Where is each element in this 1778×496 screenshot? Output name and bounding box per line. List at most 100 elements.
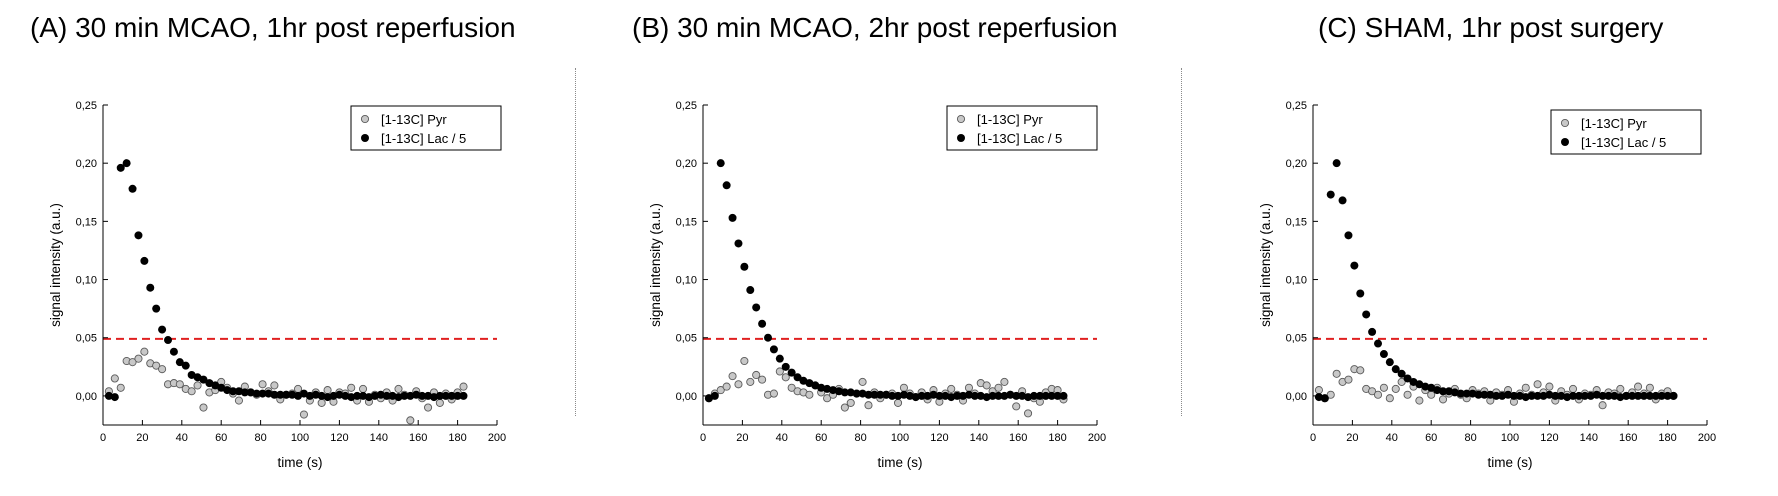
y-tick-label: 0,25 (76, 100, 97, 112)
pyr-data-point (406, 416, 415, 425)
x-tick-label: 120 (330, 432, 348, 444)
lac-data-point (1385, 358, 1394, 367)
y-tick-label: 0,10 (676, 275, 697, 287)
lac-data-point (1029, 391, 1038, 400)
y-tick-label: 0,15 (76, 216, 97, 228)
x-tick-label: 120 (1540, 432, 1558, 444)
pyr-data-point (128, 358, 137, 367)
legend-label: [1-13C] Lac / 5 (1581, 135, 1666, 150)
y-tick-label: 0,15 (676, 216, 697, 228)
pyr-data-point (175, 380, 184, 389)
y-tick-label: 0,10 (1286, 275, 1307, 287)
lac-data-point (199, 375, 208, 384)
lac-data-point (722, 181, 731, 190)
pyr-data-point (1616, 384, 1625, 393)
pyr-data-point (1568, 384, 1578, 393)
lac-data-point (953, 391, 962, 400)
lac-data-point (1492, 391, 1501, 400)
lac-data-point (382, 391, 391, 400)
pyr-data-point (152, 361, 161, 370)
pyr-data-point (769, 389, 778, 398)
lac-data-point (752, 303, 761, 312)
lac-data-point (1344, 231, 1353, 240)
pyr-data-point (805, 390, 814, 399)
lac-data-point (441, 391, 450, 400)
lac-data-point (1527, 391, 1536, 400)
pyr-data-point (258, 380, 267, 389)
pyr-data-point (187, 387, 196, 396)
lac-data-point (140, 256, 149, 265)
lac-data-point (758, 319, 767, 328)
lac-data-point (1012, 391, 1021, 400)
pyr-data-point (1368, 387, 1377, 396)
x-tick-label: 100 (891, 432, 909, 444)
x-tick-label: 60 (815, 432, 827, 444)
y-tick-label: 0,00 (676, 391, 697, 403)
x-tick-label: 200 (488, 432, 506, 444)
lac-data-point (276, 390, 285, 399)
pyr-data-point (716, 386, 725, 395)
legend-lac-marker (957, 134, 965, 142)
pyr-data-point (899, 383, 908, 392)
pyr-data-point (982, 381, 991, 390)
lac-data-point (134, 231, 143, 240)
lac-data-point (864, 390, 873, 399)
lac-data-point (840, 388, 849, 397)
lac-data-point (710, 391, 719, 400)
lac-data-point (164, 336, 173, 345)
x-tick-label: 20 (136, 432, 148, 444)
legend-pyr-marker (1560, 118, 1570, 128)
lac-data-point (435, 391, 444, 400)
lac-data-point (1480, 390, 1489, 399)
x-tick-label: 80 (854, 432, 866, 444)
lac-data-point (787, 368, 796, 377)
panel-divider (575, 68, 576, 416)
lac-data-point (1326, 190, 1335, 199)
lac-data-point (181, 361, 190, 370)
x-axis-label: time (s) (878, 455, 923, 470)
pyr-data-point (994, 383, 1003, 392)
lac-data-point (1574, 391, 1583, 400)
legend-lac-marker (361, 134, 369, 142)
x-tick-label: 180 (448, 432, 466, 444)
x-tick-label: 80 (1464, 432, 1476, 444)
panel-divider (1181, 68, 1182, 416)
legend-lac-marker (1561, 138, 1569, 146)
x-tick-label: 200 (1698, 432, 1716, 444)
x-tick-label: 100 (1501, 432, 1519, 444)
pyr-data-point (459, 382, 468, 391)
panel-b-title: (B) 30 min MCAO, 2hr post reperfusion (632, 12, 1118, 43)
pyr-data-point (734, 380, 743, 389)
lac-data-point (775, 354, 784, 363)
legend-pyr-marker (360, 114, 370, 124)
pyr-data-point (1521, 383, 1530, 392)
lac-data-point (146, 283, 155, 292)
lac-data-point (1604, 391, 1613, 400)
y-tick-label: 0,00 (76, 391, 97, 403)
panel-a-title: (A) 30 min MCAO, 1hr post reperfusion (30, 12, 516, 43)
pyr-data-point (840, 403, 849, 412)
pyr-data-point (110, 374, 119, 383)
y-tick-label: 0,10 (76, 275, 97, 287)
x-tick-label: 60 (1425, 432, 1437, 444)
y-tick-label: 0,05 (676, 333, 697, 345)
y-tick-label: 0,00 (1286, 391, 1307, 403)
lac-data-point (1474, 390, 1483, 399)
x-tick-label: 0 (100, 432, 106, 444)
x-tick-label: 20 (736, 432, 748, 444)
pyr-data-point (1645, 383, 1654, 392)
lac-data-point (282, 390, 291, 399)
legend-box (350, 105, 502, 151)
y-tick-label: 0,25 (676, 100, 697, 112)
pyr-data-point (864, 401, 873, 410)
lac-data-point (716, 159, 725, 168)
x-axis-label: time (s) (1488, 455, 1533, 470)
x-tick-label: 0 (700, 432, 706, 444)
lac-data-point (1320, 394, 1329, 403)
lac-data-point (1350, 261, 1359, 270)
pyr-data-point (1397, 377, 1406, 386)
pyr-data-point (1332, 369, 1341, 378)
lac-data-point (1059, 391, 1068, 400)
lac-data-point (994, 391, 1003, 400)
pyr-data-point (199, 403, 208, 412)
